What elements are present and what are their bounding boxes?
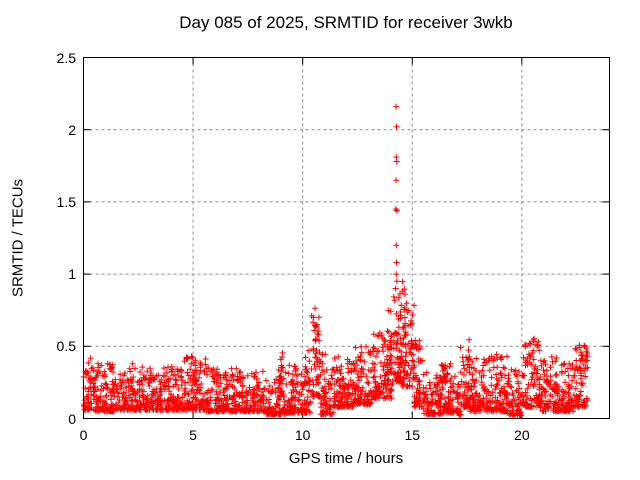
x-tick-label-0: 0 [79,427,88,443]
x-axis-label: GPS time / hours [288,450,404,467]
y-tick-label-2: 1 [68,266,76,283]
x-tick-label-1: 5 [189,427,197,443]
scatter-points [80,103,591,419]
x-tick-label-2: 10 [294,427,311,443]
x-tick-label-4: 20 [514,427,530,443]
y-tick-label-1: 0.5 [56,338,76,355]
y-tick-label-0: 0 [68,410,76,427]
y-tick-label-5: 2.5 [56,49,76,66]
x-tick-label-3: 15 [404,427,421,443]
plot-frame [83,57,610,419]
chart-title: Day 085 of 2025, SRMTID for receiver 3wk… [179,13,513,32]
y-tick-label-4: 2 [68,121,76,138]
y-tick-label-3: 1.5 [56,193,76,210]
